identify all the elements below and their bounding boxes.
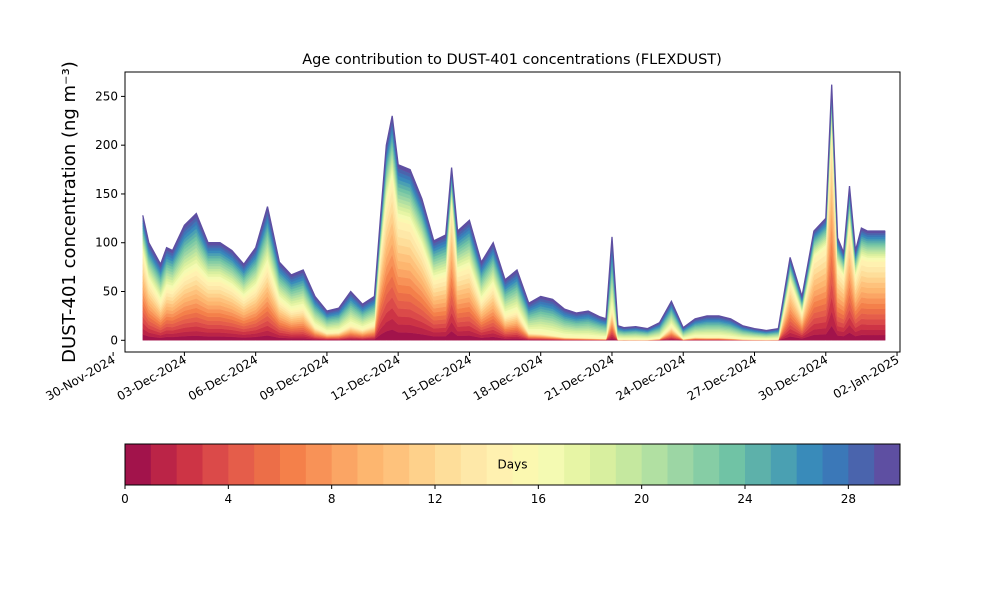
colorbar-segment-18 [590, 444, 617, 485]
colorbar-segment-3 [202, 444, 229, 485]
colorbar-segment-19 [615, 444, 643, 485]
colorbar-segment-21 [667, 444, 694, 485]
plot-frame [124, 71, 901, 353]
x-tick-label: 24-Dec-2024 [613, 352, 687, 403]
colorbar-segment-24 [745, 444, 772, 485]
y-tick-label: 50 [103, 285, 118, 299]
colorbar-segment-15 [512, 444, 539, 485]
colorbar-segment-25 [770, 444, 798, 485]
colorbar-tick-label: 12 [427, 492, 442, 506]
x-tick-label: 18-Dec-2024 [471, 352, 545, 403]
colorbar-segment-7 [305, 444, 333, 485]
total-outline [142, 84, 886, 332]
y-tick-label: 200 [95, 138, 118, 152]
x-tick-label: 06-Dec-2024 [186, 352, 260, 403]
stacked-areas [142, 84, 886, 341]
colorbar-segment-4 [228, 444, 255, 485]
colorbar-segment-22 [693, 444, 720, 485]
colorbar-segment-8 [331, 444, 358, 485]
colorbar-label: Days [498, 458, 528, 472]
colorbar-segment-6 [280, 444, 307, 485]
y-tick-label: 150 [95, 187, 118, 201]
colorbar-segment-23 [719, 444, 746, 485]
y-axis-label: DUST-401 concentration (ng m⁻³) [59, 61, 80, 363]
colorbar-segment-9 [357, 444, 384, 485]
x-tick-label: 27-Dec-2024 [685, 352, 759, 403]
colorbar-segment-5 [254, 444, 281, 485]
colorbar-frame [124, 443, 901, 486]
x-tick-label: 30-Nov-2024 [43, 352, 117, 403]
x-tick-label: 02-Jan-2025 [831, 352, 902, 401]
colorbar-segment-28 [848, 444, 875, 485]
colorbar-tick-label: 16 [531, 492, 546, 506]
y-tick-label: 0 [110, 333, 118, 347]
colorbar-segment-29 [874, 444, 901, 485]
x-tick-label: 09-Dec-2024 [257, 352, 331, 403]
colorbar-segment-12 [435, 444, 462, 485]
colorbar-tick-label: 28 [841, 492, 856, 506]
colorbar: 0 4 8 12 16 20 24 28 Days [121, 443, 901, 506]
colorbar-segment-20 [641, 444, 668, 485]
colorbar-tick-label: 0 [121, 492, 129, 506]
y-tick-label: 250 [95, 89, 118, 103]
colorbar-segment-14 [486, 444, 513, 485]
colorbar-segment-16 [538, 444, 565, 485]
chart-title: Age contribution to DUST-401 concentrati… [302, 52, 722, 68]
colorbar-segment-13 [460, 444, 488, 485]
x-tick-label: 21-Dec-2024 [542, 352, 616, 403]
x-tick-label: 12-Dec-2024 [328, 352, 402, 403]
x-tick-label: 15-Dec-2024 [400, 352, 474, 403]
colorbar-segment-0 [125, 444, 152, 485]
colorbar-tick-label: 20 [634, 492, 649, 506]
colorbar-segment-10 [383, 444, 410, 485]
colorbar-segment-2 [176, 444, 203, 485]
colorbar-segment-27 [822, 444, 849, 485]
colorbar-segment-1 [150, 444, 178, 485]
x-tick-label: 03-Dec-2024 [115, 352, 189, 403]
colorbar-segment-17 [564, 444, 591, 485]
colorbar-tick-label: 4 [225, 492, 233, 506]
colorbar-tick-label: 8 [328, 492, 336, 506]
colorbar-segment-11 [409, 444, 436, 485]
colorbar-tick-label: 24 [737, 492, 752, 506]
colorbar-segment-26 [796, 444, 823, 485]
x-tick-label: 30-Dec-2024 [756, 352, 830, 403]
y-tick-label: 100 [95, 236, 118, 250]
